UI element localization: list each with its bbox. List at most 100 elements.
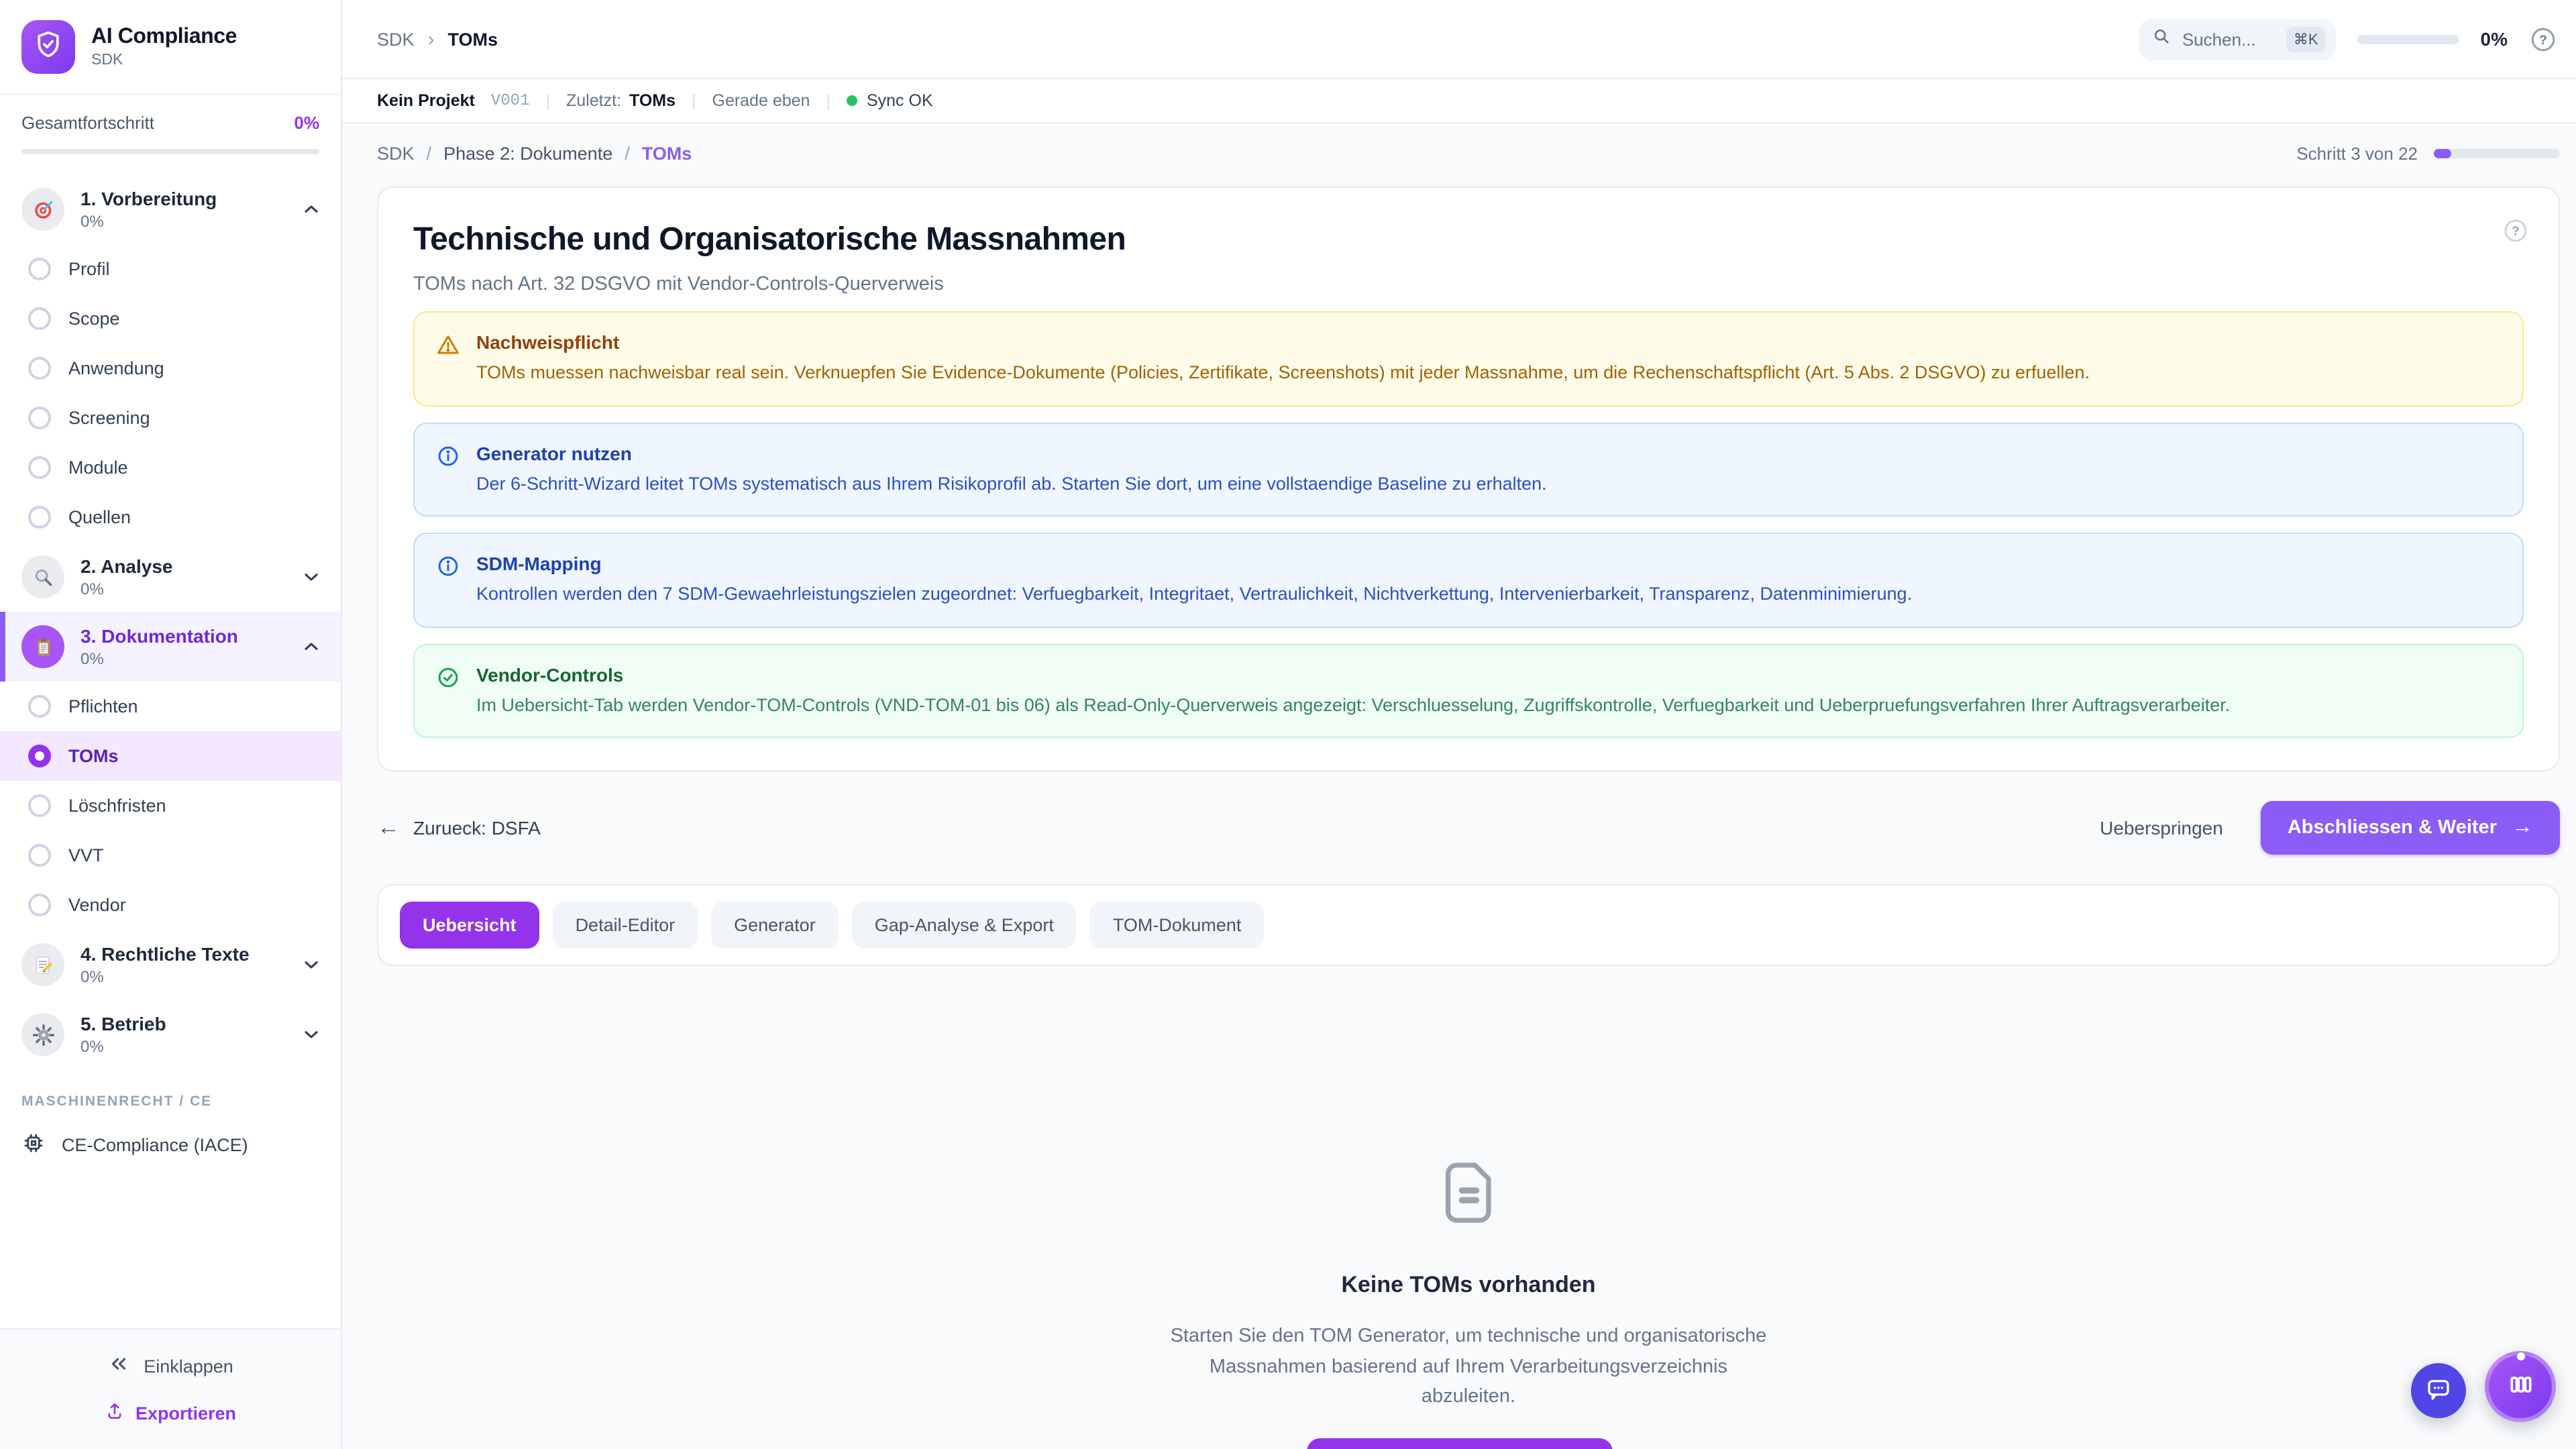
- breadcrumb-root[interactable]: SDK: [377, 29, 415, 49]
- alert-sdm-mapping: SDM-Mapping Kontrollen werden den 7 SDM-…: [413, 533, 2524, 628]
- overall-progress-bar: [21, 149, 319, 154]
- empty-state-title: Keine TOMs vorhanden: [1341, 1272, 1596, 1298]
- sync-ok-dot: [846, 95, 857, 106]
- sidebar-item-loeschfristen[interactable]: Löschfristen: [0, 781, 341, 830]
- tom-generator-button-partial[interactable]: [1306, 1438, 1612, 1449]
- alert-vendor-controls: Vendor-Controls Im Uebersicht-Tab werden…: [413, 643, 2524, 739]
- notification-dot: [2516, 1352, 2524, 1360]
- tab-gap-analyse-export[interactable]: Gap-Analyse & Export: [851, 902, 1077, 949]
- collapse-sidebar-button[interactable]: Einklappen: [107, 1352, 233, 1379]
- search-box[interactable]: ⌘K: [2139, 18, 2336, 60]
- alert-title: Vendor-Controls: [476, 663, 624, 686]
- sidebar-item-toms[interactable]: TOMs: [0, 731, 341, 781]
- overall-progress-value: 0%: [294, 113, 319, 133]
- arrow-left-icon: ←: [377, 814, 400, 841]
- sidebar-item-vendor[interactable]: Vendor: [0, 880, 341, 930]
- radio-icon: [28, 456, 51, 479]
- alert-title: SDM-Mapping: [476, 553, 602, 575]
- alert-nachweispflicht: Nachweispflicht TOMs muessen nachweisbar…: [413, 311, 2524, 407]
- section-title: 5. Betrieb: [80, 1013, 166, 1034]
- step-progress-fill: [2434, 149, 2451, 158]
- updated-timestamp: Gerade eben: [712, 91, 810, 110]
- breadcrumb-sdk[interactable]: SDK: [377, 144, 415, 164]
- main-column: SDK › TOMs ⌘K 0% ? Kein Projekt: [342, 0, 2576, 1449]
- arrow-right-icon: →: [2512, 816, 2533, 839]
- export-button[interactable]: Exportieren: [105, 1401, 236, 1425]
- topbar-progress-value: 0%: [2480, 28, 2508, 50]
- skip-button[interactable]: Ueberspringen: [2100, 817, 2223, 839]
- back-button[interactable]: ← Zurueck: DSFA: [377, 814, 541, 841]
- card-help-icon[interactable]: ?: [2502, 217, 2529, 251]
- sidebar-item-screening[interactable]: Screening: [0, 393, 341, 443]
- tab-generator[interactable]: Generator: [711, 902, 839, 949]
- search-shortcut-badge: ⌘K: [2286, 26, 2325, 52]
- chat-bubble-icon: [2424, 1375, 2453, 1407]
- section-title: 2. Analyse: [80, 555, 173, 577]
- breadcrumb-current: TOMs: [447, 29, 498, 49]
- sidebar-section-dokumentation[interactable]: 3. Dokumentation 0%: [0, 612, 341, 682]
- alert-body: TOMs muessen nachweisbar real sein. Verk…: [476, 362, 2090, 382]
- ce-compliance-label: CE-Compliance (IACE): [62, 1135, 248, 1155]
- sidebar-item-quellen[interactable]: Quellen: [0, 492, 341, 542]
- page-title: Technische und Organisatorische Massnahm…: [413, 221, 1126, 258]
- double-chevron-left-icon: [107, 1352, 130, 1379]
- chevron-down-icon: [301, 566, 322, 588]
- radio-icon: [28, 695, 51, 718]
- complete-continue-button[interactable]: Abschliessen & Weiter →: [2260, 801, 2560, 855]
- sidebar-item-vvt[interactable]: VVT: [0, 830, 341, 880]
- topbar: SDK › TOMs ⌘K 0% ?: [342, 0, 2576, 79]
- info-circle-icon: [436, 443, 460, 496]
- sidebar-item-anwendung[interactable]: Anwendung: [0, 343, 341, 393]
- magnifier-icon: [21, 555, 64, 598]
- topbar-breadcrumb: SDK › TOMs: [377, 28, 498, 50]
- sidebar-section-betrieb[interactable]: 5. Betrieb 0%: [0, 1000, 341, 1069]
- sidebar: AI Compliance SDK Gesamtfortschritt 0% 1…: [0, 0, 342, 1449]
- search-input[interactable]: [2182, 29, 2276, 49]
- topbar-progress-bar: [2357, 34, 2459, 44]
- svg-text:?: ?: [2512, 224, 2519, 238]
- sidebar-item-module[interactable]: Module: [0, 443, 341, 492]
- sidebar-item-profil[interactable]: Profil: [0, 244, 341, 294]
- gear-icon: [21, 1013, 64, 1056]
- sidebar-item-ce-compliance[interactable]: CE-Compliance (IACE): [0, 1118, 341, 1178]
- tab-detail-editor[interactable]: Detail-Editor: [552, 902, 698, 949]
- section-title: 4. Rechtliche Texte: [80, 943, 250, 965]
- tab-bar: Uebersicht Detail-Editor Generator Gap-A…: [377, 884, 2560, 967]
- upload-icon: [105, 1401, 125, 1425]
- breadcrumb-phase2[interactable]: Phase 2: Dokumente: [443, 144, 613, 164]
- chevron-down-icon: [301, 954, 322, 975]
- help-button[interactable]: ?: [2529, 25, 2557, 53]
- sidebar-section-vorbereitung[interactable]: 1. Vorbereitung 0%: [0, 174, 341, 244]
- step-progress-bar: [2434, 149, 2560, 158]
- target-icon: [21, 188, 64, 231]
- memo-pencil-icon: [21, 943, 64, 986]
- app-subtitle: SDK: [91, 52, 123, 68]
- app-logo: [21, 20, 75, 74]
- board-view-fab[interactable]: [2485, 1351, 2556, 1422]
- section-percent: 0%: [80, 212, 104, 231]
- sidebar-footer: Einklappen Exportieren: [0, 1328, 341, 1449]
- empty-state-description: Starten Sie den TOM Generator, um techni…: [1170, 1326, 1767, 1408]
- section-percent: 0%: [80, 580, 104, 598]
- tab-uebersicht[interactable]: Uebersicht: [400, 902, 539, 949]
- sidebar-item-pflichten[interactable]: Pflichten: [0, 682, 341, 731]
- columns-icon: [2506, 1370, 2535, 1403]
- sidebar-section-rechtliche-texte[interactable]: 4. Rechtliche Texte 0%: [0, 930, 341, 1000]
- alert-body: Kontrollen werden den 7 SDM-Gewaehrleist…: [476, 584, 1913, 604]
- tab-tom-dokument[interactable]: TOM-Dokument: [1089, 902, 1265, 949]
- topbar-right: ⌘K 0% ?: [2139, 18, 2557, 60]
- alert-body: Der 6-Schritt-Wizard leitet TOMs systema…: [476, 473, 1547, 494]
- sidebar-nav: 1. Vorbereitung 0% Profil Scope Anwendun…: [0, 174, 341, 1178]
- app-title: AI Compliance: [91, 25, 237, 48]
- warning-triangle-icon: [436, 333, 460, 386]
- svg-text:?: ?: [2539, 33, 2547, 47]
- chevron-right-icon: ›: [427, 28, 435, 50]
- chat-fab[interactable]: [2411, 1363, 2466, 1418]
- step-label: Schritt 3 von 22: [2296, 144, 2418, 164]
- chevron-up-icon: [301, 636, 322, 657]
- check-circle-icon: [436, 665, 460, 718]
- last-visited-value: TOMs: [629, 91, 676, 110]
- sidebar-section-analyse[interactable]: 2. Analyse 0%: [0, 542, 341, 612]
- sidebar-item-scope[interactable]: Scope: [0, 294, 341, 343]
